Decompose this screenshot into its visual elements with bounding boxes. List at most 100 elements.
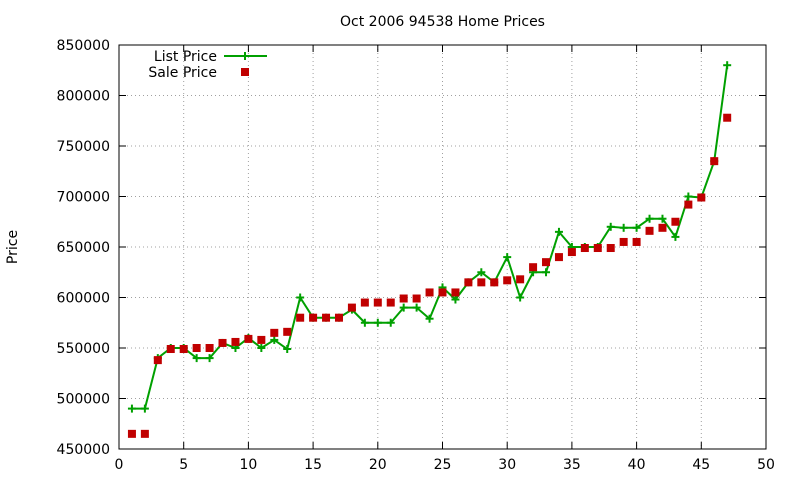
sale-price-point bbox=[412, 294, 421, 303]
list-price-point bbox=[451, 295, 460, 304]
list-price-point bbox=[360, 318, 369, 327]
list-price-line bbox=[131, 65, 729, 410]
list-price-point bbox=[373, 318, 382, 327]
grid bbox=[119, 45, 766, 449]
y-tick-label: 700000 bbox=[57, 190, 110, 206]
legend-swatch-square bbox=[241, 68, 249, 76]
sale-price-point bbox=[205, 344, 214, 352]
sale-price-point bbox=[658, 223, 667, 232]
sale-price-point bbox=[399, 294, 408, 303]
sale-price-point bbox=[645, 226, 654, 235]
legend-label: Sale Price bbox=[148, 65, 217, 81]
sale-price-point bbox=[283, 327, 292, 336]
y-tick-label: 750000 bbox=[57, 139, 110, 155]
sale-price-point bbox=[347, 303, 356, 312]
sale-price-point bbox=[477, 278, 486, 287]
sale-price-point bbox=[710, 157, 719, 166]
series-sale-price bbox=[127, 113, 732, 438]
x-tick-label: 30 bbox=[498, 457, 516, 473]
sale-price-point bbox=[309, 313, 318, 322]
list-price-point bbox=[606, 222, 615, 231]
list-price-point bbox=[205, 354, 214, 363]
x-tick-label: 50 bbox=[757, 457, 775, 473]
sale-price-point bbox=[606, 244, 615, 253]
sale-price-point bbox=[322, 313, 331, 322]
list-price-point bbox=[503, 253, 512, 262]
series-list-price bbox=[127, 61, 732, 413]
y-tick-label: 650000 bbox=[57, 240, 110, 256]
x-tick-label: 20 bbox=[369, 457, 387, 473]
sale-price-point bbox=[684, 200, 693, 209]
x-tick-label: 5 bbox=[179, 457, 188, 473]
sale-price-point bbox=[140, 429, 149, 438]
x-tick-label: 45 bbox=[692, 457, 710, 473]
sale-price-point bbox=[360, 298, 369, 307]
sale-price-point bbox=[464, 278, 473, 287]
x-tick-label: 0 bbox=[115, 457, 124, 473]
sale-price-point bbox=[580, 244, 589, 253]
sale-price-point bbox=[451, 288, 460, 297]
sale-price-point bbox=[153, 356, 162, 365]
sale-price-point bbox=[257, 335, 266, 344]
list-price-point bbox=[671, 232, 680, 241]
list-price-point bbox=[723, 61, 732, 70]
sale-price-point bbox=[127, 429, 136, 438]
list-price-point bbox=[283, 345, 292, 354]
list-price-point bbox=[140, 404, 149, 413]
y-tick-label: 500000 bbox=[57, 392, 110, 408]
sale-price-point bbox=[490, 278, 499, 287]
list-price-point bbox=[192, 354, 201, 363]
y-tick-label: 850000 bbox=[57, 38, 110, 54]
x-tick-label: 15 bbox=[304, 457, 322, 473]
list-price-point bbox=[684, 192, 693, 201]
sale-price-point bbox=[542, 258, 551, 267]
sale-price-point bbox=[166, 345, 175, 354]
sale-price-point bbox=[231, 337, 240, 346]
sale-price-point bbox=[671, 217, 680, 226]
list-price-point bbox=[645, 214, 654, 223]
y-axis-label: Price bbox=[5, 230, 21, 264]
legend-label: List Price bbox=[154, 49, 217, 65]
sale-price-point bbox=[632, 237, 641, 246]
list-price-point bbox=[425, 314, 434, 323]
sale-price-point bbox=[593, 244, 602, 253]
axis-ticks: 0 5 10 15 20 25 30 35 40 45 50 450000 500000 550000 60… bbox=[57, 38, 775, 473]
sale-price-point bbox=[373, 298, 382, 307]
list-price-point bbox=[257, 344, 266, 352]
list-price-point bbox=[619, 223, 628, 232]
chart-title: Oct 2006 94538 Home Prices bbox=[340, 14, 545, 30]
x-tick-label: 25 bbox=[434, 457, 452, 473]
sale-price-point bbox=[425, 288, 434, 297]
list-price-point bbox=[412, 303, 421, 312]
y-tick-label: 550000 bbox=[57, 341, 110, 357]
list-price-point bbox=[554, 227, 563, 236]
sale-price-point bbox=[438, 288, 447, 297]
sale-price-point bbox=[516, 275, 525, 284]
sale-price-point bbox=[386, 298, 395, 307]
sale-price-point bbox=[567, 248, 576, 257]
legend-swatch-marker bbox=[241, 52, 249, 60]
list-price-point bbox=[399, 303, 408, 312]
list-price-point bbox=[296, 293, 305, 302]
sale-price-point bbox=[192, 344, 201, 352]
sale-price-point bbox=[218, 338, 227, 347]
list-price-point bbox=[542, 268, 551, 277]
list-price-point bbox=[658, 214, 667, 223]
list-price-point bbox=[477, 268, 486, 277]
sale-price-point bbox=[296, 313, 305, 322]
series-layer bbox=[127, 61, 732, 438]
sale-price-point bbox=[554, 253, 563, 262]
x-tick-label: 35 bbox=[563, 457, 581, 473]
y-tick-label: 450000 bbox=[57, 442, 110, 458]
list-price-point bbox=[127, 404, 136, 413]
list-price-point bbox=[386, 318, 395, 327]
list-price-point bbox=[270, 335, 279, 344]
sale-price-point bbox=[503, 276, 512, 285]
x-tick-label: 40 bbox=[628, 457, 646, 473]
sale-price-point bbox=[270, 328, 279, 337]
sale-price-point bbox=[529, 263, 538, 272]
list-price-point bbox=[516, 293, 525, 302]
sale-price-point bbox=[723, 113, 732, 122]
